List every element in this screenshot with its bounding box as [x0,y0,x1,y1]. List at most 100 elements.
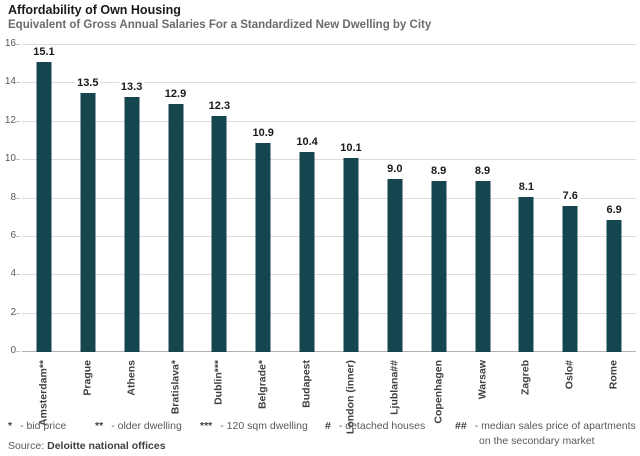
bar-slot: 10.9 [241,45,285,352]
bar-slot: 13.3 [110,45,154,352]
x-label-slot: Athens [110,357,154,417]
bar-slot: 8.9 [417,45,461,352]
bar-slot: 7.6 [548,45,592,352]
y-tick-mark [15,235,20,237]
y-tick-mark [15,44,20,45]
gridline-16 [22,44,636,45]
bar-bratislava [168,104,183,352]
bar-value-label: 10.9 [250,126,276,139]
x-label-slot: Amsterdam** [22,357,66,426]
x-label-slot: Copenhagen [417,357,461,424]
footnote-text: - older dwelling [111,420,182,432]
bar-zagreb [518,196,534,352]
bar-value-label: 9.0 [385,163,405,176]
bar-warsaw [475,181,491,352]
y-tick-label: 14 [4,76,16,88]
footnote-symbol: * [8,420,13,432]
bar-slot: 8.1 [504,45,548,352]
y-tick-mark [15,120,20,122]
y-tick-mark [15,351,20,352]
y-tick-label: 6 [10,229,16,241]
bar-value-label: 10.4 [294,136,320,149]
bar-slot: 15.1 [22,45,66,352]
bar-value-label: 8.1 [516,180,537,193]
gridline-0 [22,351,636,352]
bar-oslo [562,206,578,352]
x-tick-label: Bratislava* [169,360,181,415]
gridline-10 [22,159,636,161]
bar-budapest [299,152,315,352]
footnote-text: - bid price [20,420,67,432]
bar-slot: 8.9 [461,45,505,352]
footnote-symbol: *** [200,420,213,432]
gridline-12 [22,120,636,122]
y-tick-label: 12 [4,114,16,126]
footnote-median-sales: ## - median sales price of apartments [455,420,636,432]
y-tick-label: 16 [4,38,16,49]
x-tick-label: Athens [125,360,138,396]
y-tick-label: 4 [10,268,16,280]
bar-value-label: 8.9 [429,165,449,178]
footnote-detached-houses: # - detached houses [325,420,425,432]
x-label-slot: Prague [66,357,110,417]
chart-title: Affordability of Own Housing [8,3,181,17]
source-label: Source: [8,440,48,452]
footnote-symbol: ** [95,420,104,432]
gridline-8 [22,197,636,199]
bar-belgrade [255,142,271,352]
bar-slot: 9.0 [373,45,417,352]
x-tick-label: Zagreb [519,360,532,396]
chart-subtitle: Equivalent of Gross Annual Salaries For … [8,19,432,31]
bar-amsterdam [36,62,52,352]
x-tick-label: Dublin*** [212,360,225,405]
x-tick-label: Ljublana## [388,360,401,415]
gridline-4 [22,274,636,276]
bar-copenhagen [431,181,447,352]
y-tick-label: 2 [10,306,16,318]
bar-athens [124,96,140,352]
x-label-slot: Ljublana## [373,357,417,417]
bar-value-label: 10.1 [338,142,364,155]
bar-slot: 10.1 [329,45,373,352]
plot-area: 15.1 13.5 13.3 12.9 12.3 10.9 10.4 10.1 9.0 8.9 8.… [15,44,636,352]
y-tick-mark [15,312,20,314]
x-label-slot: Warsaw [461,357,505,417]
y-tick-label: 0 [10,345,16,356]
bar-value-label: 8.9 [472,165,493,178]
x-label-slot: Zagreb [504,357,548,417]
y-tick-label: 8 [10,191,16,203]
x-label-slot: Belgrade* [241,357,285,417]
bar-slot: 12.9 [154,45,198,352]
x-tick-label: Copenhagen [432,360,445,424]
x-label-slot: Dublin*** [197,357,241,417]
footnote-bid-price: * - bid price [8,420,66,432]
bar-slot: 12.3 [197,45,241,352]
footnote-older-dwelling: ** - older dwelling [95,420,182,432]
bar-slot: 13.5 [66,45,110,352]
y-tick-mark [15,197,20,199]
x-label-slot: Budapest [285,357,329,417]
x-label-slot: Rome [592,357,636,417]
bar-rome [606,219,622,352]
bar-prague [80,92,96,352]
bar-value-label: 6.9 [604,203,624,216]
bars-layer: 15.1 13.5 13.3 12.9 12.3 10.9 10.4 10.1 9.0 8.9 8.… [22,45,636,352]
bar-value-label: 7.6 [560,190,580,203]
bar-ljublana [387,179,403,352]
gridline-6 [22,235,636,237]
footnote-text: - 120 sqm dwelling [220,420,308,432]
bar-value-label: 12.9 [162,88,189,101]
bar-value-label: 13.3 [118,80,145,93]
footnote-symbol: # [325,420,331,432]
x-tick-label: Belgrade* [256,360,269,410]
bar-value-label: 13.5 [75,76,101,89]
x-tick-label: Prague [81,360,94,396]
bar-dublin [211,116,227,352]
x-tick-label: Oslo# [563,360,576,390]
y-axis-labels: 0 2 4 6 8 10 12 14 16 [0,39,16,356]
source-line: Source: Deloitte national offices [8,440,166,452]
gridline-14 [22,82,636,84]
x-axis-labels: Amsterdam** Prague Athens Bratislava* Dublin… [22,357,636,434]
y-tick-label: 10 [4,153,16,165]
